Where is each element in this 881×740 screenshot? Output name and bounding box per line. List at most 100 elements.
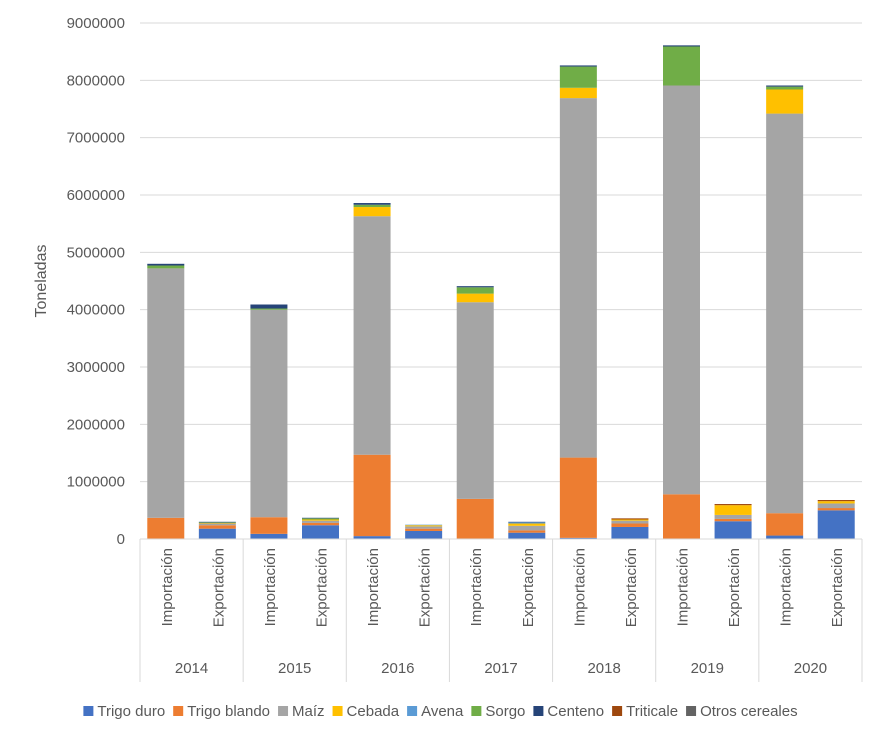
bar-stack [766,85,804,539]
bar-segment-sorgo [559,66,597,88]
bar-segment-centeno [456,286,494,288]
bar-segment-maíz [302,520,339,523]
bar-segment-maíz [508,525,546,531]
x-group-label: 2019 [691,660,724,677]
bar-segment-centeno [559,65,597,67]
bar-segment-centeno [198,521,236,523]
bar-segment-maíz [714,514,752,519]
bar-segment-trigo-duro [198,528,236,539]
legend-label: Trigo blando [187,703,270,720]
bar-segment-centeno [147,263,185,266]
bar-stack [353,203,391,539]
bar-segment-sorgo [663,46,700,86]
x-group-label: 2017 [484,660,517,677]
bar-segment-trigo-duro [405,530,443,539]
bar-stack [198,521,236,539]
legend-item-centeno[interactable]: Centeno [533,703,604,720]
y-tick-label: 2000000 [67,416,125,433]
legend-item-avena[interactable]: Avena [407,703,464,720]
bar-segment-maíz [817,503,855,509]
bar-segment-cebada [456,293,494,303]
bar-segment-sorgo [198,522,236,523]
legend-label: Triticale [626,703,678,720]
y-tick-label: 7000000 [67,130,125,147]
bar-segment-trigo-duro [508,532,546,539]
x-group-label: 2020 [794,660,827,677]
bar-segment-cebada [508,523,546,526]
bar-segment-cebada [198,522,236,524]
bar-segment-cebada [405,525,443,527]
y-tick-label: 3000000 [67,359,125,376]
bar-stack [559,65,597,539]
bar-segment-sorgo [353,204,391,208]
bar-segment-trigo-blando [508,530,546,533]
legend[interactable]: Trigo duro Trigo blando Maíz Cebada Avena Sor… [83,703,798,720]
bar-segment-triticale [714,504,752,506]
bar-segment-triticale [611,518,649,520]
bar-segment-trigo-blando [147,517,185,539]
bar-segment-cebada [559,87,597,99]
bar-segment-cebada [766,89,804,114]
y-tick-label: 9000000 [67,15,125,32]
bar-segment-sorgo [250,308,288,310]
legend-label: Otros cereales [700,703,798,720]
bar-segment-trigo-blando [611,523,649,527]
x-axis: Importación Exportación Importación Exporta… [139,538,863,682]
legend-swatch [471,706,482,716]
y-axis-tick-labels: 0 1000000 2000000 3000000 4000000 5000000 6000… [67,15,125,548]
legend-swatch [332,706,343,716]
legend-item-maíz[interactable]: Maíz [278,703,325,720]
legend-swatch [83,706,94,716]
bar-stack [663,45,700,539]
bar-segment-trigo-blando [302,522,339,526]
x-subcategory-label: Exportación [726,548,743,627]
bar-segment-centeno [250,304,288,309]
bar-segment-maíz [559,98,597,458]
legend-label: Trigo duro [97,703,165,720]
legend-label: Maíz [292,703,325,720]
legend-item-sorgo[interactable]: Sorgo [471,703,525,720]
bar-segment-cebada [353,207,391,217]
bar-segment-sorgo [302,518,339,520]
legend-swatch [407,706,418,716]
bar-segment-trigo-duro [302,525,339,539]
legend-swatch [533,706,544,716]
bar-segment-trigo-duro [250,533,288,539]
legend-item-cebada[interactable]: Cebada [332,703,400,720]
x-group-label: 2014 [175,660,208,677]
bar-stack [147,263,185,539]
bar-segment-trigo-duro [714,521,752,539]
bar-segment-trigo-blando [817,508,855,511]
legend-item-triticale[interactable]: Triticale [612,703,678,720]
bar-segment-maíz [198,523,236,526]
bar-segment-trigo-blando [353,454,391,537]
bar-stack [817,500,855,539]
x-subcategory-label: Exportación [623,548,640,627]
bar-segment-trigo-duro [766,535,804,539]
y-tick-label: 6000000 [67,187,125,204]
x-subcategory-label: Exportación [417,548,434,627]
legend-swatch [612,706,623,716]
legend-swatch [173,706,184,716]
bar-stack [456,286,494,539]
x-subcategory-label: Importación [159,548,176,626]
bar-segment-centeno [353,203,391,205]
bar-segment-sorgo [766,86,804,90]
bar-segment-centeno [663,45,700,47]
x-group-label: 2016 [381,660,414,677]
bar-stack [250,304,288,539]
bar-segment-centeno [766,85,804,87]
legend-item-trigo-duro[interactable]: Trigo duro [83,703,165,720]
legend-item-trigo-blando[interactable]: Trigo blando [173,703,270,720]
bar-segment-maíz [250,309,288,518]
bar-segment-sorgo [147,265,185,269]
legend-label: Sorgo [485,703,525,720]
legend-item-otros-cereales[interactable]: Otros cereales [686,703,798,720]
bar-segment-trigo-blando [559,457,597,538]
bar-segment-cebada [714,505,752,515]
gridlines [140,22,862,540]
legend-label: Avena [421,703,464,720]
y-tick-label: 5000000 [67,244,125,261]
bar-segment-avena [405,524,443,526]
bar-segment-trigo-blando [250,517,288,534]
